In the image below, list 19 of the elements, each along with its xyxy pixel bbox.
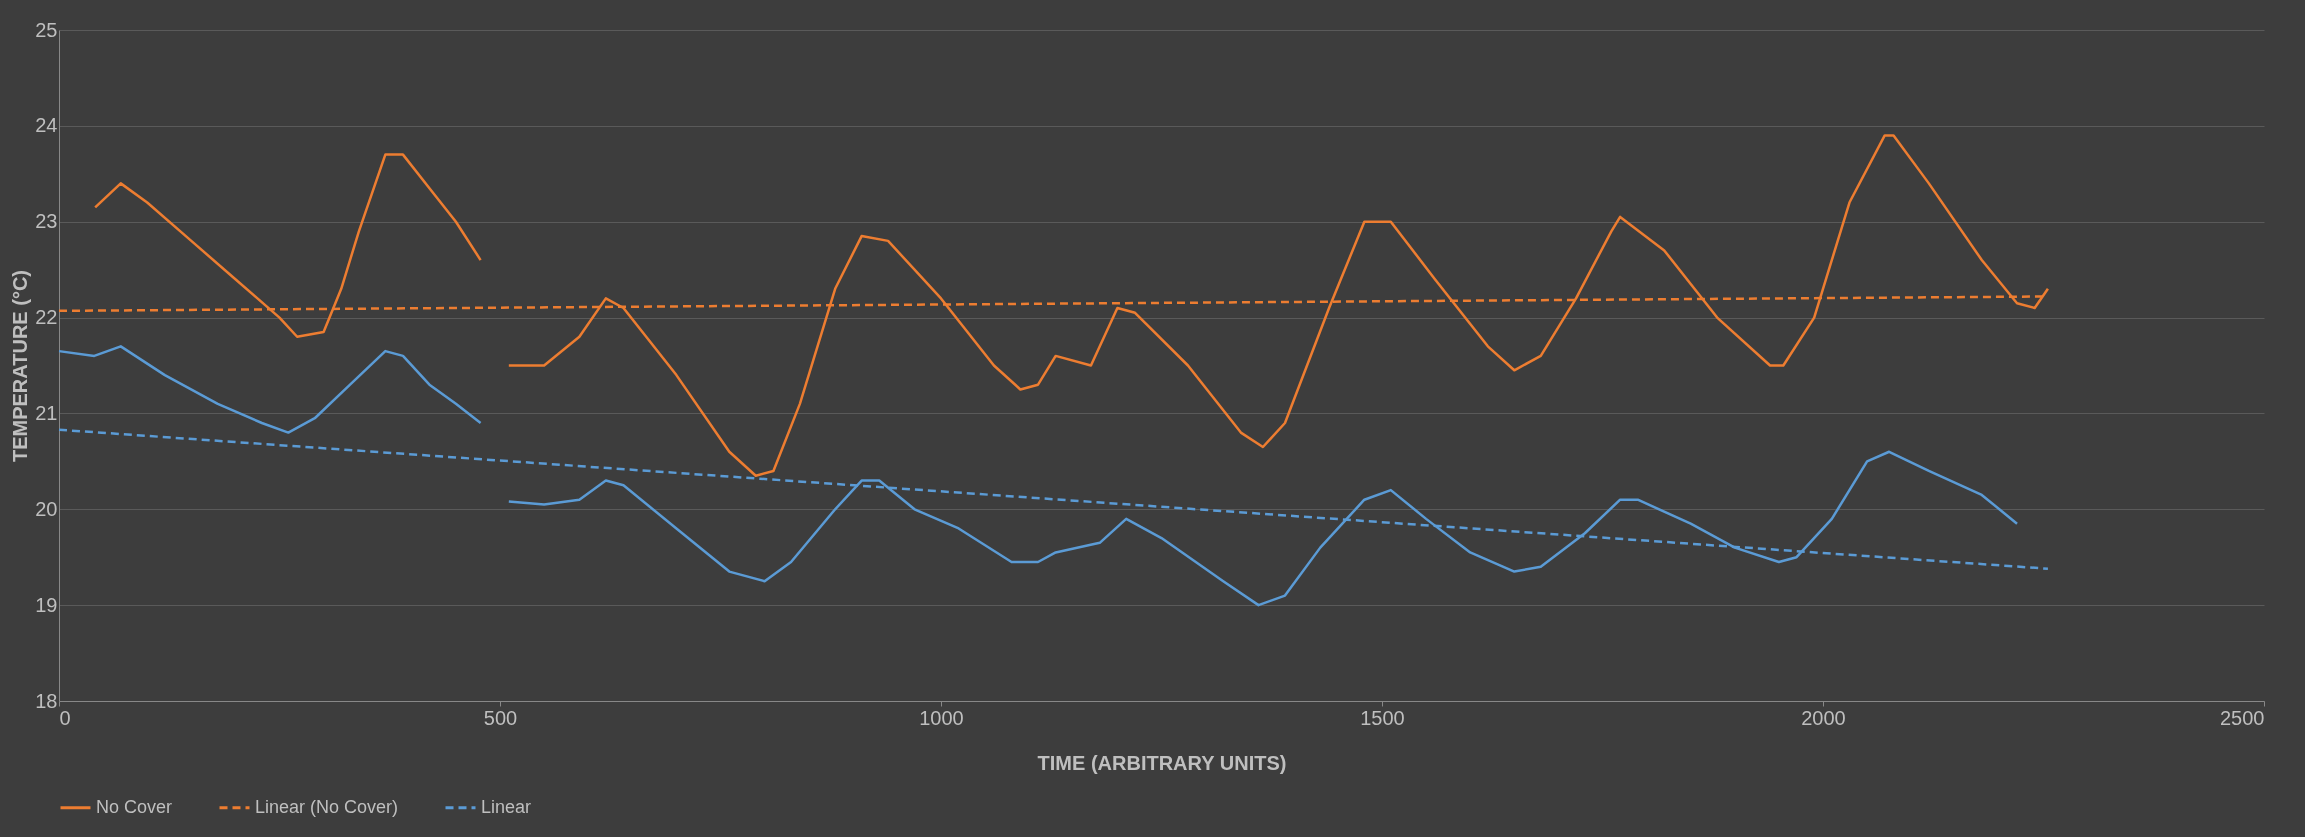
y-tick-label: 19 xyxy=(35,593,58,616)
y-tick-label: 24 xyxy=(35,114,58,137)
y-tick-label: 21 xyxy=(35,401,58,424)
x-tick-label: 1500 xyxy=(1360,706,1405,729)
x-axis-title: TIME (ARBITRARY UNITS) xyxy=(1037,751,1287,774)
legend-label: Linear xyxy=(481,796,532,817)
x-tick-label: 500 xyxy=(483,706,518,729)
x-tick-label: 1000 xyxy=(919,706,964,729)
y-tick-label: 25 xyxy=(35,18,58,41)
y-tick-label: 20 xyxy=(35,497,58,520)
y-axis-title: TEMPERATURE (°C) xyxy=(9,269,32,463)
x-tick-label: 2000 xyxy=(1801,706,1846,729)
y-tick-label: 18 xyxy=(35,689,58,712)
y-tick-label: 23 xyxy=(35,210,58,233)
y-tick-label: 22 xyxy=(35,306,58,329)
legend-label: Linear (No Cover) xyxy=(255,796,399,817)
x-tick-label: 0 xyxy=(59,706,71,729)
x-tick-label: 2500 xyxy=(2220,706,2265,729)
legend-label: No Cover xyxy=(96,796,173,817)
